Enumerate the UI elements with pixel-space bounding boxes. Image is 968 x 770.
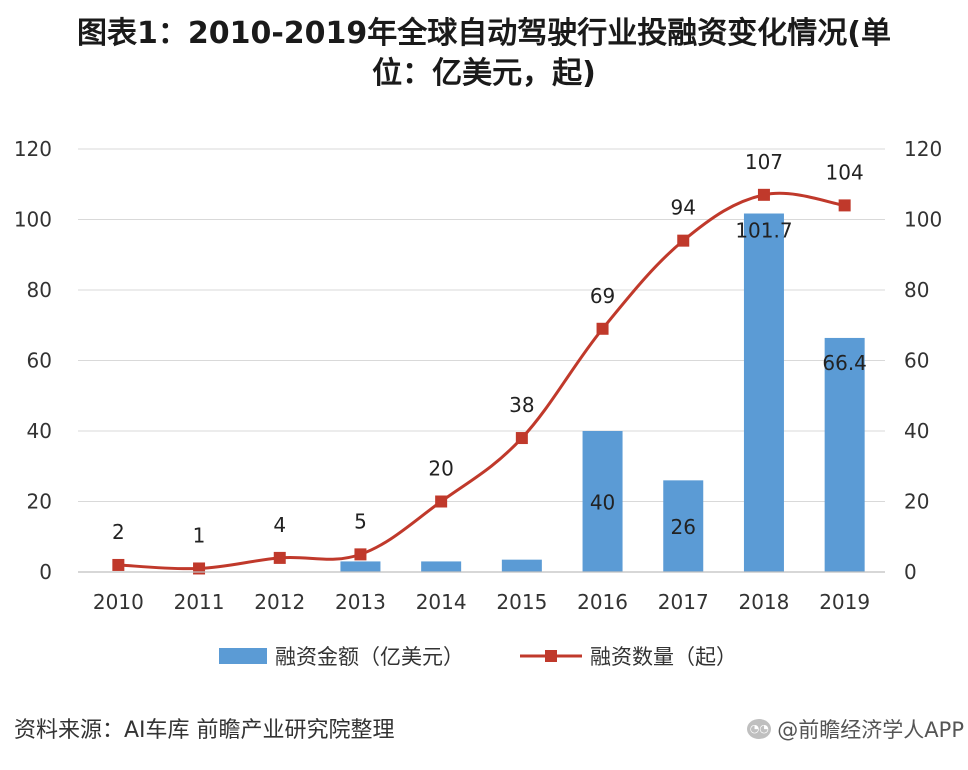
legend-line-label: 融资数量（起） (590, 645, 737, 669)
source-note: 资料来源：AI车库 前瞻产业研究院整理 (14, 718, 395, 743)
bar (421, 561, 462, 572)
wechat-icon: ◔◔ (747, 719, 772, 739)
line-marker (273, 551, 286, 564)
bar-data-label: 40 (590, 491, 615, 515)
wechat-label: @前瞻经济学人APP (777, 718, 964, 742)
y-left-tick-label: 20 (27, 490, 52, 514)
y-left-tick-label: 40 (27, 419, 52, 443)
count-line (118, 191, 845, 571)
line-marker (757, 188, 770, 201)
line-data-label: 4 (273, 513, 286, 537)
bar-data-label: 66.4 (822, 351, 867, 375)
bar (824, 337, 865, 572)
line-marker (193, 562, 206, 575)
y-right-tick-label: 60 (904, 349, 929, 373)
line-marker (354, 548, 367, 561)
legend-line-marker (545, 650, 557, 662)
x-tick-label: 2019 (819, 590, 870, 614)
bar (743, 213, 784, 572)
wechat-watermark: ◔◔ @前瞻经济学人APP (747, 714, 964, 744)
line-data-label: 5 (354, 509, 367, 533)
line-data-label: 104 (826, 160, 864, 184)
legend-bar-label: 融资金额（亿美元） (275, 645, 464, 669)
y-right-tick-label: 100 (904, 208, 942, 232)
line-marker (435, 495, 448, 508)
y-right-tick-label: 40 (904, 419, 929, 443)
line-data-label: 38 (509, 393, 534, 417)
bar-series (340, 213, 865, 572)
bar (501, 559, 542, 572)
bar (582, 431, 623, 572)
y-left-tick-label: 80 (27, 278, 52, 302)
y-right-tick-label: 0 (904, 560, 917, 584)
line-marker (677, 234, 690, 247)
x-tick-label: 2013 (335, 590, 386, 614)
chart-title-line1: 图表1：2010-2019年全球自动驾驶行业投融资变化情况(单 (76, 16, 892, 51)
x-tick-label: 2010 (93, 590, 144, 614)
y-left-tick-label: 120 (14, 137, 52, 161)
line-marker (112, 558, 125, 571)
x-tick-label: 2011 (174, 590, 225, 614)
y-right-tick-label: 80 (904, 278, 929, 302)
legend: 融资金额（亿美元） 融资数量（起） (219, 645, 737, 669)
bar-data-label: 101.7 (735, 219, 792, 243)
line-marker (596, 322, 609, 335)
data-labels: 40 26 101.7 66.4 2 1 4 5 20 38 69 94 107 104 (112, 150, 867, 548)
legend-bar-swatch (219, 648, 267, 664)
line-data-label: 1 (193, 523, 206, 547)
line-marker (515, 432, 528, 445)
y-right-tick-label: 20 (904, 490, 929, 514)
y-right-tick-label: 120 (904, 137, 942, 161)
x-tick-label: 2016 (577, 590, 628, 614)
chart-title-line2: 位：亿美元，起) (372, 56, 596, 91)
y-left-tick-label: 0 (39, 560, 52, 584)
line-data-label: 69 (590, 284, 615, 308)
x-tick-label: 2012 (254, 590, 305, 614)
x-tick-label: 2017 (658, 590, 709, 614)
bar (340, 561, 381, 572)
line-data-label: 107 (745, 150, 783, 174)
y-left-tick-label: 60 (27, 349, 52, 373)
line-marker (838, 199, 851, 212)
line-data-label: 20 (428, 457, 453, 481)
bar-data-label: 26 (671, 515, 696, 539)
x-tick-label: 2014 (416, 590, 467, 614)
line-data-label: 94 (671, 196, 696, 220)
line-series (112, 188, 851, 575)
bar (663, 480, 704, 572)
line-data-label: 2 (112, 520, 125, 544)
y-left-tick-label: 100 (14, 208, 52, 232)
x-tick-label: 2018 (738, 590, 789, 614)
chart-title: 图表1：2010-2019年全球自动驾驶行业投融资变化情况(单 位：亿美元，起) (0, 14, 968, 94)
x-tick-label: 2015 (496, 590, 547, 614)
